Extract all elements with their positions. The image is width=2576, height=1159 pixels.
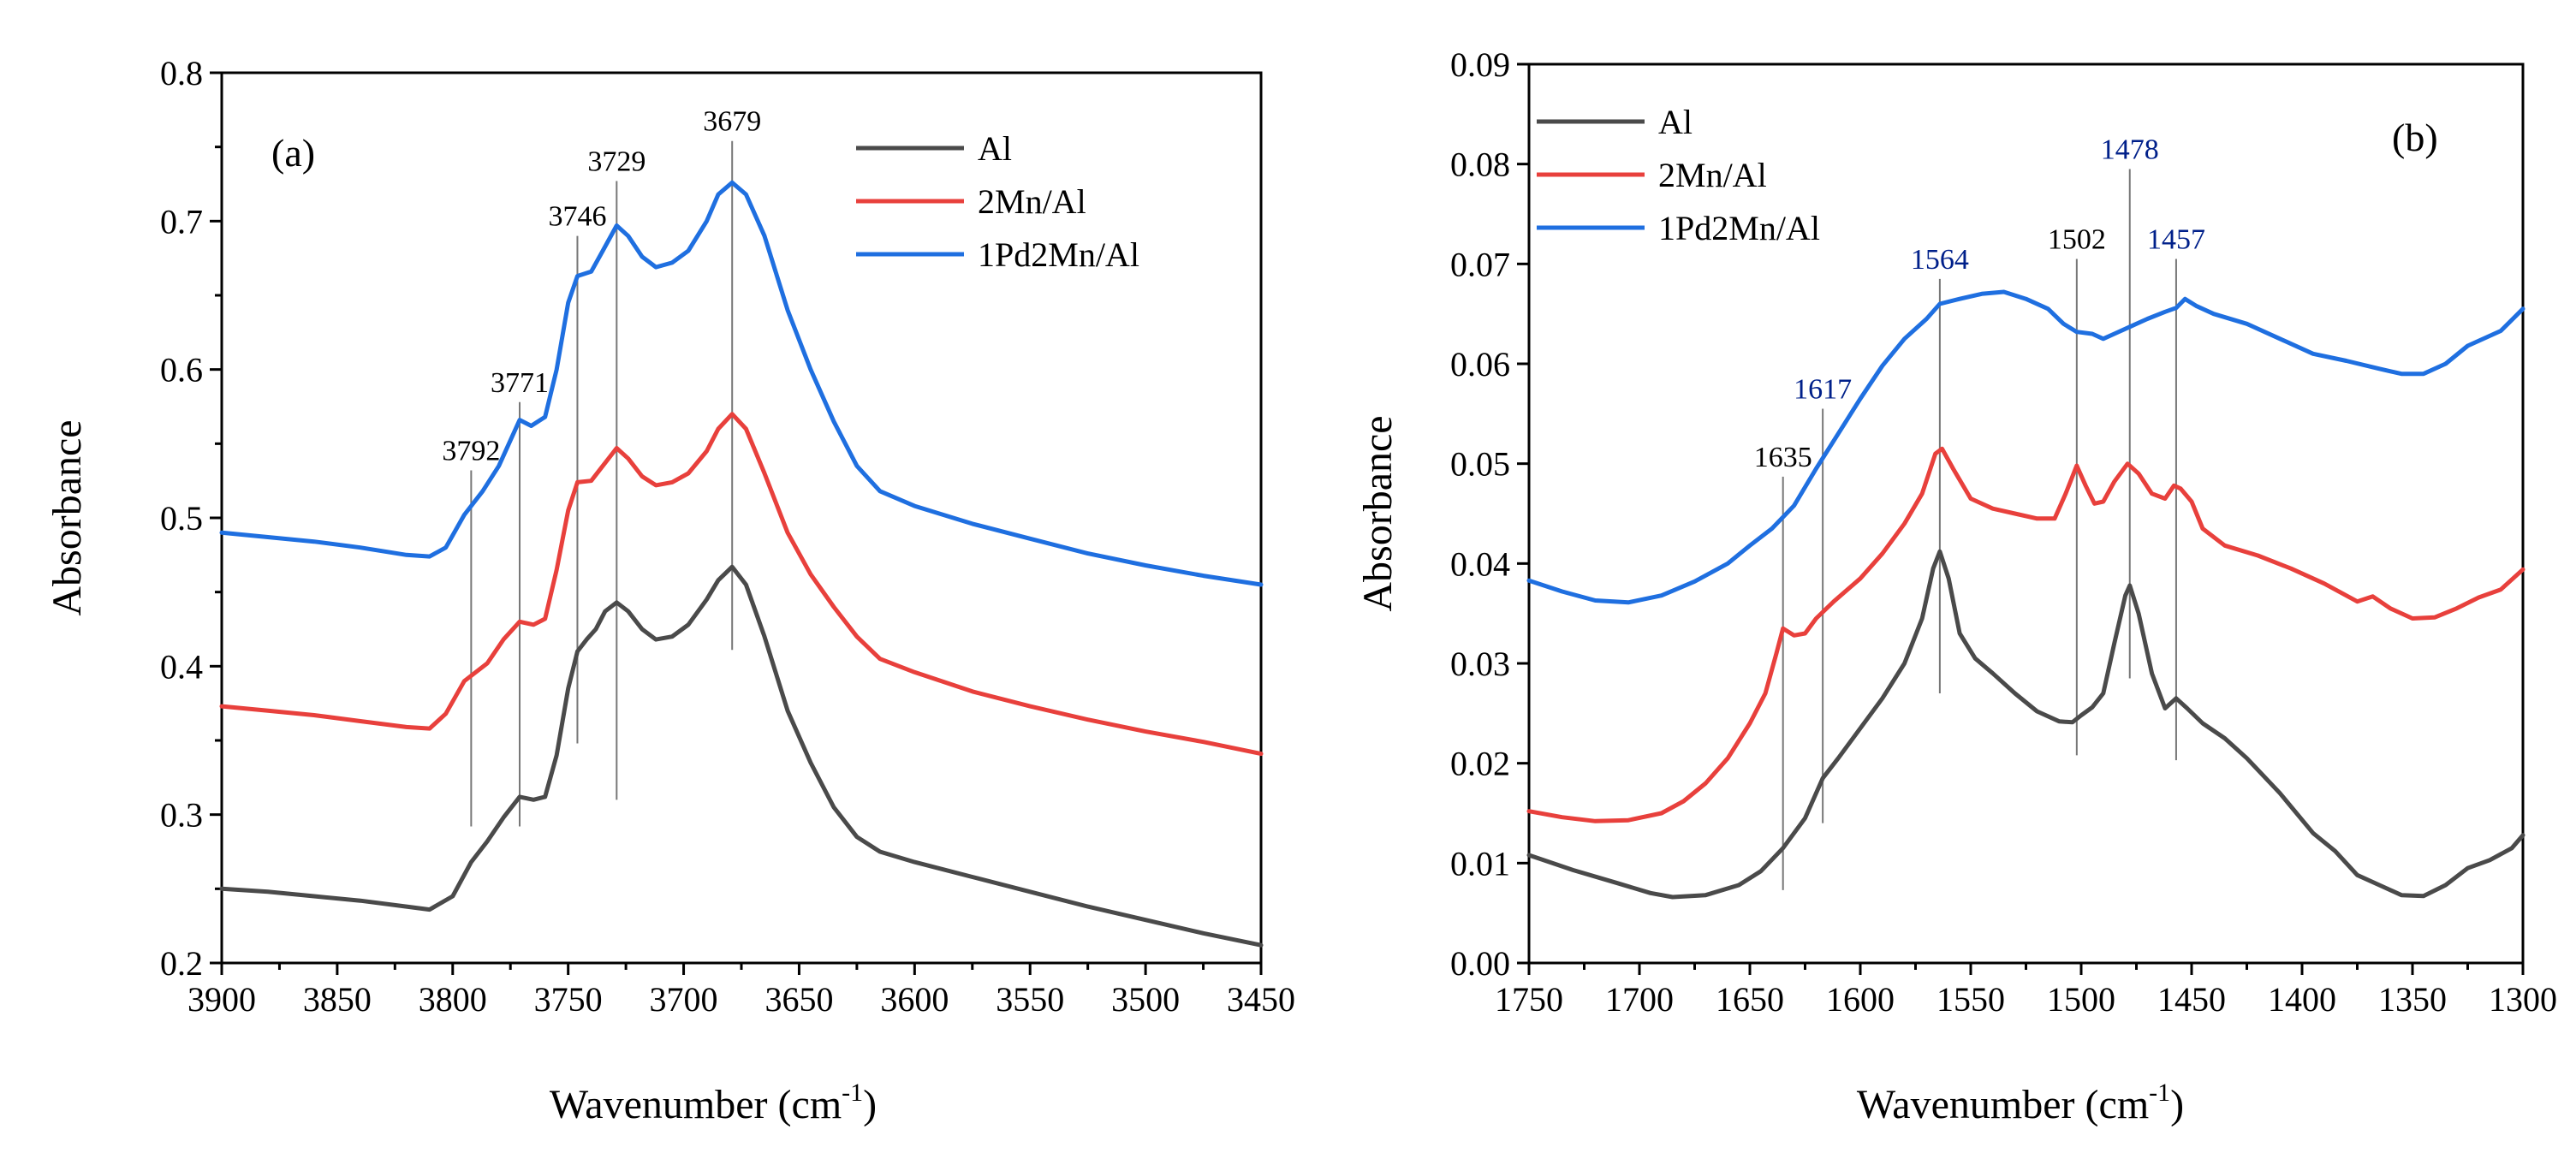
panel-b-series-line-0 (1526, 549, 2525, 900)
panel-a-x-tick-label: 3500 (1111, 980, 1180, 1019)
panel-a-legend: Al 2Mn/Al 1Pd2Mn/Al (856, 129, 1139, 274)
panel-a-legend-label-0: Al (978, 129, 1012, 168)
panel-b-x-tick-label: 1350 (2378, 980, 2447, 1019)
panel-a-x-tick-label: 3600 (880, 980, 949, 1019)
panel-b-legend-label-1: 2Mn/Al (1658, 156, 1767, 194)
panel-b-y-tick-label: 0.07 (1450, 245, 1510, 283)
panel-a-chart: 3900 3850 3800 3750 3700 3650 3600 3550 3500 3450… (45, 54, 1295, 1127)
panel-b-x-tick-label: 1600 (1826, 980, 1895, 1019)
panel-b-x-tick-label: 1400 (2268, 980, 2336, 1019)
panel-a-ticks: 3900 3850 3800 3750 3700 3650 3600 3550 3500 3450… (160, 54, 1295, 1019)
panel-a-legend-label-2: 1Pd2Mn/Al (978, 235, 1139, 274)
panel-a-x-axis-title-main: Wavenumber (cm (550, 1082, 842, 1127)
panel-b-plot-frame (1527, 62, 2525, 965)
panel-a-x-axis-title-tail: ) (863, 1082, 877, 1127)
panel-a-y-tick-label: 0.3 (160, 796, 203, 835)
panel-a-y-tick-label: 0.7 (160, 202, 203, 241)
panel-a-peak-label-3771: 3771 (491, 367, 549, 399)
panel-a-series-line-0 (219, 564, 1264, 948)
panel-b-legend-label-0: Al (1658, 103, 1693, 141)
panel-a-peak-label-3679: 3679 (703, 106, 761, 138)
panel-b-peak-label-1457: 1457 (2147, 224, 2205, 256)
panel-a-label: (a) (271, 131, 315, 175)
panel-b-x-axis-title-main: Wavenumber (cm (1857, 1082, 2149, 1127)
panel-b-y-tick-label: 0.02 (1450, 745, 1510, 783)
panel-a-x-tick-label: 3800 (419, 980, 487, 1019)
panel-a-peak-labels: 3792 3771 3746 3729 3679 (442, 106, 761, 467)
panel-a-y-tick-label: 0.4 (160, 647, 203, 686)
panel-b-x-axis-title-sup: -1 (2149, 1079, 2170, 1107)
panel-a-series (219, 180, 1264, 948)
panel-b-x-axis-title: Wavenumber (cm-1) (1857, 1079, 2184, 1127)
panel-b-chart: 1750 1700 1650 1600 1550 1500 1450 1400 1350 1300… (1355, 45, 2557, 1127)
panel-a-x-tick-label: 3700 (650, 980, 718, 1019)
panel-a-peak-label-3746: 3746 (548, 201, 606, 233)
panel-b-label: (b) (2392, 116, 2438, 159)
panel-b-y-tick-label: 0.06 (1450, 345, 1510, 383)
panel-a-y-axis-title: Absorbance (45, 419, 90, 615)
panel-a-peak-label-3792: 3792 (442, 436, 500, 467)
panel-a-x-tick-label: 3900 (187, 980, 256, 1019)
panel-b-peak-lines (1782, 169, 2177, 890)
panel-a-x-tick-label: 3750 (534, 980, 603, 1019)
panel-b-y-tick-label: 0.04 (1450, 544, 1510, 583)
panel-b-peak-label-1635: 1635 (1754, 442, 1812, 473)
panel-b-ticks: 1750 1700 1650 1600 1550 1500 1450 1400 1350 1300… (1450, 45, 2557, 1019)
panel-a-plot-frame (220, 71, 1263, 965)
panel-b-legend: Al 2Mn/Al 1Pd2Mn/Al (1537, 103, 1820, 247)
panel-b-y-tick-label: 0.05 (1450, 445, 1510, 484)
panel-b-peak-label-1564: 1564 (1911, 244, 1969, 276)
panel-b-series-line-2 (1526, 289, 2525, 605)
panel-a-series-line-1 (219, 412, 1264, 757)
panel-b-y-tick-label: 0.00 (1450, 944, 1510, 983)
panel-b-x-tick-label: 1750 (1495, 980, 1563, 1019)
panel-a-y-tick-label: 0.5 (160, 499, 203, 538)
panel-b-series-line-1 (1526, 446, 2525, 823)
panel-b-x-tick-label: 1500 (2047, 980, 2115, 1019)
panel-b-peak-label-1502: 1502 (2048, 224, 2106, 256)
panel-b-series (1526, 289, 2525, 900)
panel-b-legend-label-2: 1Pd2Mn/Al (1658, 209, 1820, 247)
panel-a-y-tick-label: 0.2 (160, 944, 203, 983)
panel-a-x-tick-label: 3450 (1227, 980, 1295, 1019)
panel-b-peak-labels: 1635 1617 1564 1502 1478 1457 (1754, 134, 2205, 473)
panel-a-x-axis-title-sup: -1 (842, 1079, 863, 1107)
panel-a-peak-label-3729: 3729 (587, 146, 645, 178)
panel-a-x-tick-label: 3850 (303, 980, 372, 1019)
panel-b-y-axis-title: Absorbance (1355, 415, 1401, 611)
panel-b-x-tick-label: 1650 (1716, 980, 1784, 1019)
panel-a-x-axis-title: Wavenumber (cm-1) (550, 1079, 877, 1127)
panel-b-x-tick-label: 1550 (1936, 980, 2005, 1019)
panel-b-peak-label-1617: 1617 (1794, 374, 1852, 406)
panel-a-series-line-2 (219, 180, 1264, 587)
panel-b-y-tick-label: 0.09 (1450, 45, 1510, 84)
panel-a-y-tick-label: 0.6 (160, 351, 203, 389)
panel-b-y-tick-label: 0.03 (1450, 645, 1510, 683)
panel-b-x-tick-label: 1300 (2489, 980, 2557, 1019)
panel-b-x-tick-label: 1700 (1605, 980, 1674, 1019)
panel-a-legend-label-1: 2Mn/Al (978, 182, 1086, 221)
panel-a-y-tick-label: 0.8 (160, 54, 203, 92)
panel-a-x-tick-label: 3650 (764, 980, 833, 1019)
panel-b-x-axis-title-tail: ) (2170, 1082, 2184, 1127)
panel-b-y-tick-label: 0.08 (1450, 146, 1510, 184)
panel-a-x-tick-label: 3550 (996, 980, 1064, 1019)
panel-a-peak-lines (470, 140, 734, 827)
panel-b-y-tick-label: 0.01 (1450, 844, 1510, 883)
panel-b-x-tick-label: 1450 (2157, 980, 2226, 1019)
panel-b-peak-label-1478: 1478 (2101, 134, 2159, 166)
